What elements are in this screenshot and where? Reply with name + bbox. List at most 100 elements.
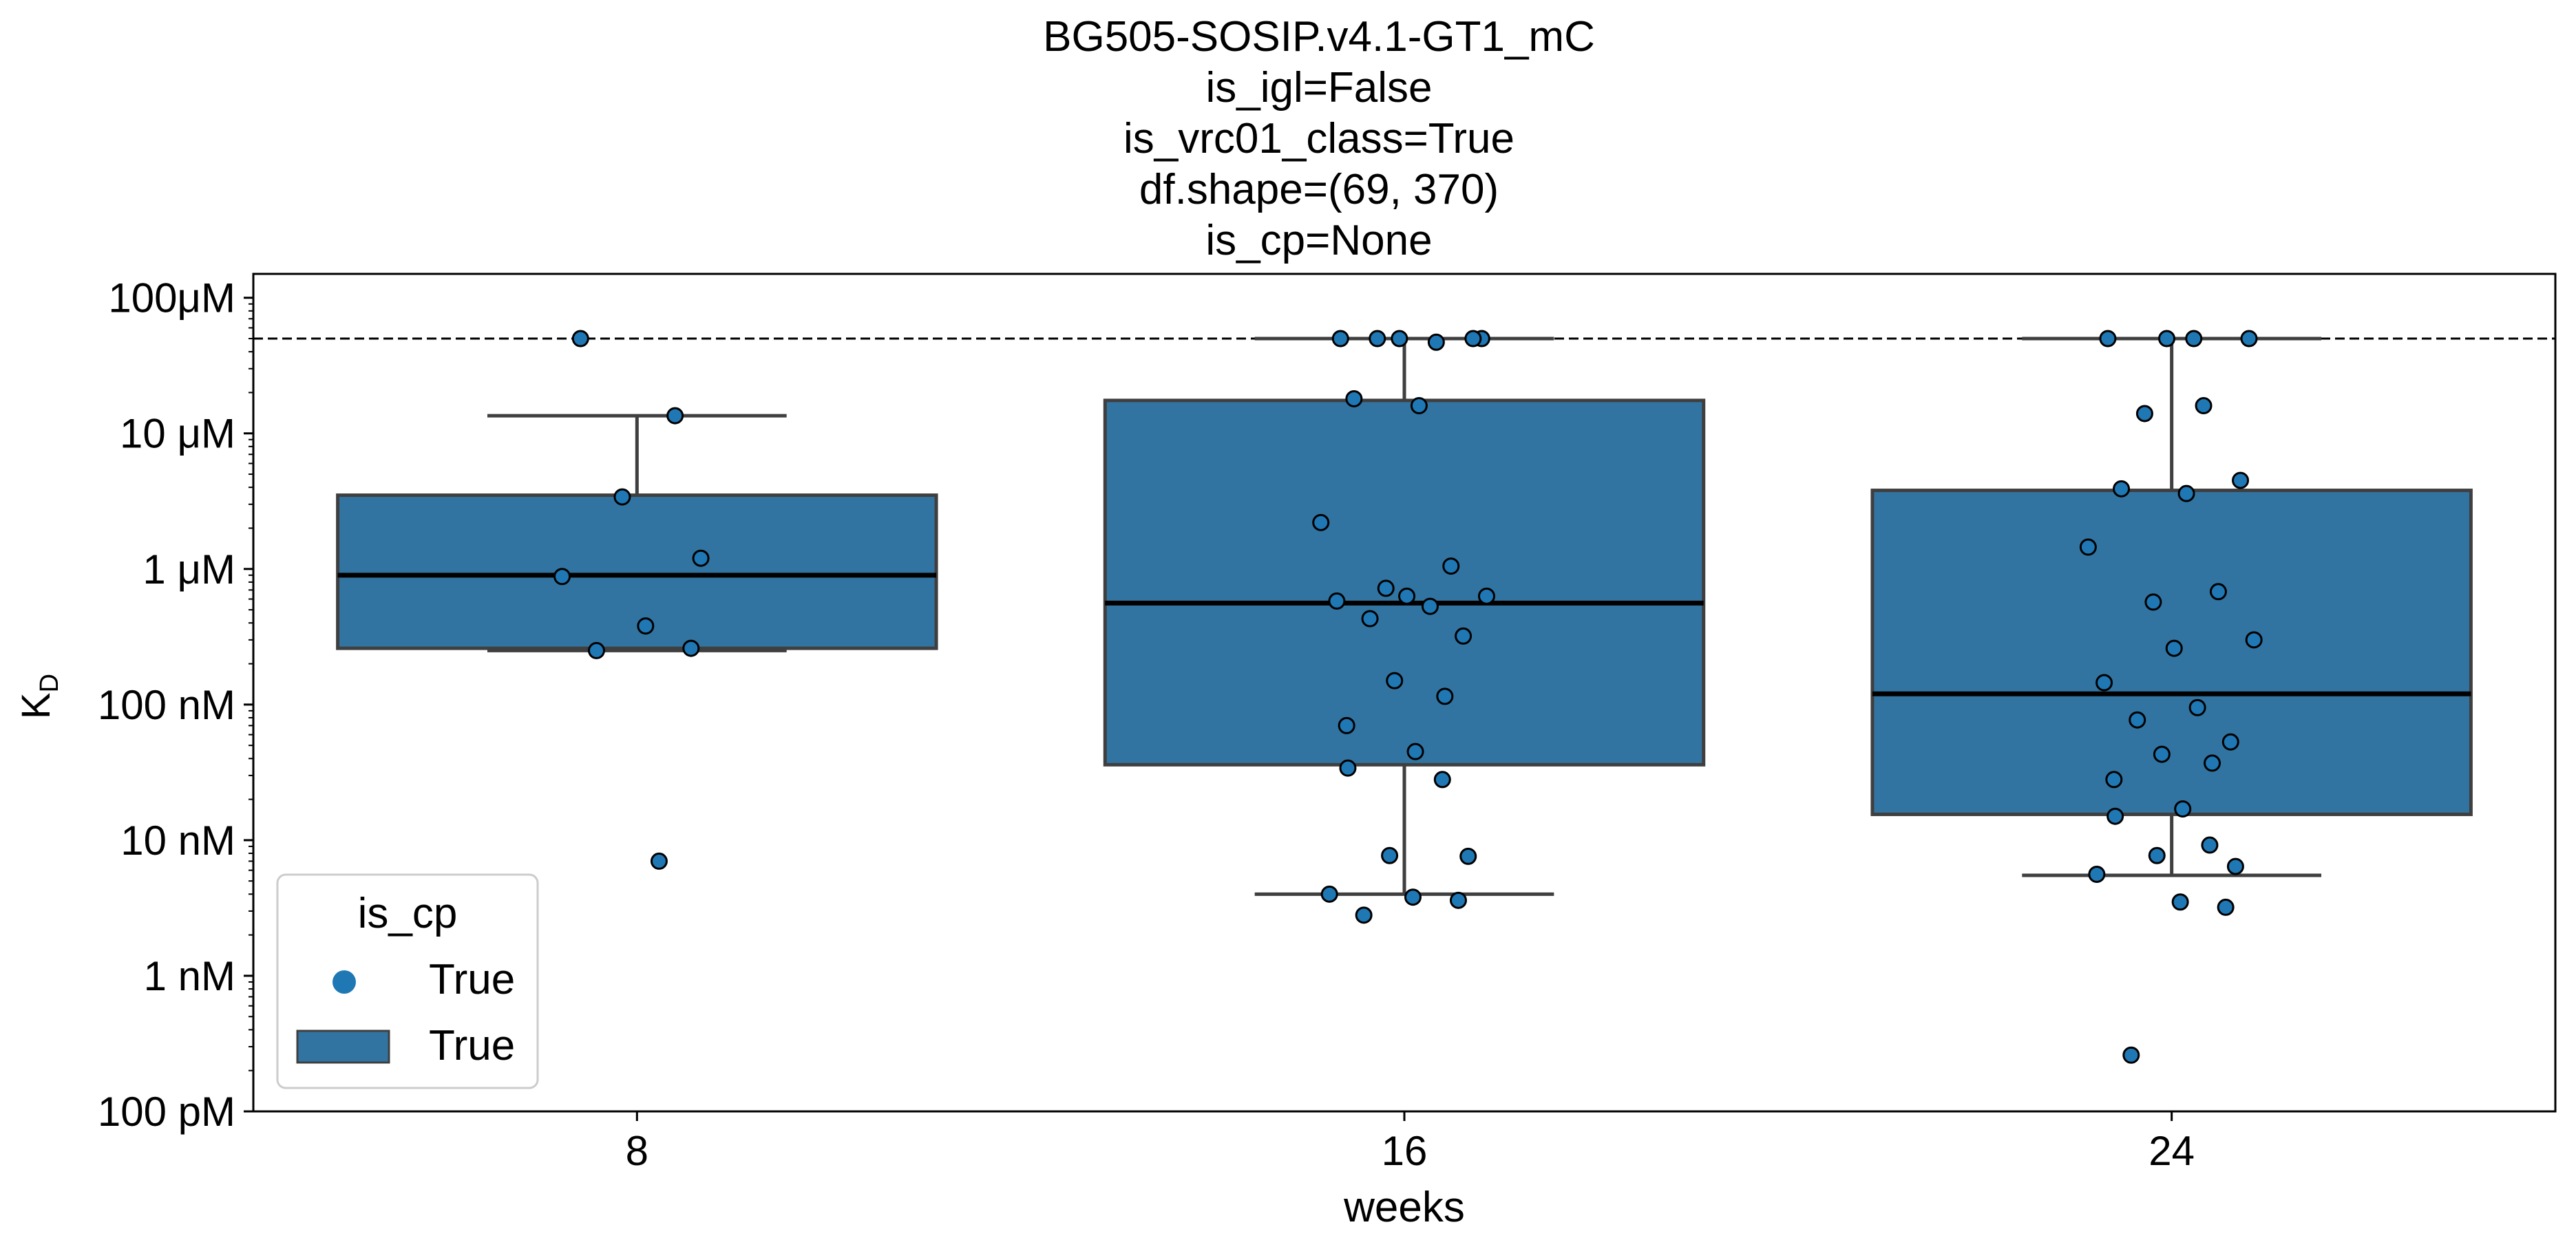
data-point bbox=[650, 852, 668, 870]
data-point bbox=[2144, 593, 2162, 611]
y-tick-label: 100μM bbox=[108, 275, 235, 321]
data-point bbox=[1406, 743, 1424, 760]
data-point bbox=[2201, 836, 2219, 854]
data-point bbox=[2226, 857, 2244, 875]
data-point bbox=[1369, 330, 1386, 348]
data-point bbox=[1404, 888, 1422, 906]
data-point bbox=[2129, 711, 2146, 729]
data-point bbox=[2185, 330, 2203, 348]
data-point bbox=[2195, 397, 2213, 415]
data-point bbox=[2148, 846, 2166, 864]
y-tick-label: 100 nM bbox=[98, 682, 235, 728]
x-tick-label: 24 bbox=[2149, 1128, 2195, 1174]
y-tick-label: 10 μM bbox=[120, 411, 235, 457]
y-tick-label: 1 nM bbox=[144, 953, 235, 999]
data-point bbox=[666, 407, 684, 425]
data-point bbox=[1455, 627, 1472, 645]
data-point bbox=[1339, 759, 1357, 777]
data-point bbox=[1361, 610, 1379, 628]
data-point bbox=[1377, 579, 1395, 597]
data-point bbox=[1320, 885, 1338, 903]
y-axis-label: K bbox=[14, 692, 59, 719]
data-point bbox=[2174, 800, 2192, 818]
data-point bbox=[637, 617, 655, 635]
data-point bbox=[682, 639, 700, 657]
data-point bbox=[1449, 891, 1467, 909]
data-point bbox=[1381, 846, 1399, 864]
data-point bbox=[1459, 847, 1477, 865]
y-axis-title: KD bbox=[14, 674, 64, 719]
points-week-8 bbox=[553, 330, 710, 870]
y-tick-label: 100 pM bbox=[98, 1089, 235, 1135]
data-point bbox=[2232, 471, 2250, 489]
data-point bbox=[1355, 906, 1373, 924]
legend-box-label: True bbox=[429, 1022, 515, 1069]
y-axis-label-subscript: D bbox=[35, 674, 64, 692]
data-point bbox=[2088, 866, 2106, 884]
legend-title: is_cp bbox=[358, 890, 458, 937]
data-point bbox=[571, 330, 589, 348]
data-point bbox=[1331, 330, 1349, 348]
data-point bbox=[2171, 893, 2189, 911]
data-point bbox=[2221, 733, 2239, 751]
data-point bbox=[613, 488, 631, 506]
data-point bbox=[2188, 698, 2206, 716]
data-point bbox=[2107, 807, 2124, 825]
box-week-8 bbox=[336, 414, 938, 652]
data-point bbox=[2095, 674, 2113, 692]
data-point bbox=[1427, 333, 1445, 351]
data-point bbox=[2209, 583, 2227, 601]
data-point bbox=[2113, 480, 2131, 498]
data-point bbox=[2122, 1046, 2140, 1064]
data-point bbox=[1436, 687, 1454, 705]
data-point bbox=[1398, 587, 1416, 605]
legend-point-label: True bbox=[429, 956, 515, 1003]
svg-text:KD: KD bbox=[14, 674, 64, 719]
data-point bbox=[1386, 672, 1404, 690]
legend-point-marker bbox=[332, 970, 356, 994]
points-week-16 bbox=[1312, 330, 1495, 924]
data-point bbox=[1338, 716, 1355, 734]
data-point bbox=[1442, 557, 1460, 575]
data-point bbox=[2153, 745, 2171, 763]
legend: is_cp True True bbox=[276, 873, 539, 1089]
data-point bbox=[1421, 597, 1439, 615]
y-tick-label: 1 μM bbox=[142, 546, 235, 593]
box-iqr bbox=[336, 493, 938, 650]
points-week-24 bbox=[2079, 330, 2263, 1064]
data-point bbox=[2245, 631, 2263, 649]
data-point bbox=[2135, 405, 2153, 423]
x-tick-label: 16 bbox=[1382, 1128, 1428, 1174]
y-tick-label: 10 nM bbox=[120, 818, 235, 864]
data-point bbox=[2079, 538, 2097, 556]
data-point bbox=[1410, 397, 1428, 415]
data-point bbox=[692, 549, 710, 567]
data-point bbox=[2158, 330, 2176, 348]
box-iqr bbox=[1103, 398, 1706, 767]
data-point bbox=[1464, 330, 1482, 348]
data-point bbox=[2217, 898, 2235, 916]
data-point bbox=[1345, 389, 1363, 407]
title-line-4: df.shape=(69, 370) bbox=[1139, 166, 1499, 213]
title-line-1: BG505-SOSIP.v4.1-GT1_mC bbox=[1043, 13, 1595, 61]
data-point bbox=[2165, 639, 2183, 657]
data-point bbox=[1328, 592, 1346, 610]
data-point bbox=[2240, 330, 2258, 348]
data-point bbox=[2177, 484, 2195, 502]
data-point bbox=[553, 568, 571, 586]
x-axis-title: weeks bbox=[1343, 1184, 1465, 1231]
chart-title: BG505-SOSIP.v4.1-GT1_mC is_igl=False is_… bbox=[1043, 13, 1595, 264]
data-point bbox=[587, 641, 605, 659]
plot-area: 100 pM 1 nM 10 nM 100 nM 1 μM 10 μM 100μM 8 16 24 bbox=[98, 273, 2557, 1174]
title-line-5: is_cp=None bbox=[1205, 217, 1432, 264]
data-point bbox=[2204, 754, 2221, 772]
data-point bbox=[1391, 330, 1408, 348]
title-line-2: is_igl=False bbox=[1205, 64, 1432, 111]
legend-box-marker bbox=[296, 1029, 390, 1064]
data-point bbox=[2099, 330, 2117, 348]
x-tick-label: 8 bbox=[626, 1128, 648, 1174]
data-point bbox=[1477, 587, 1495, 605]
data-point bbox=[1312, 513, 1330, 531]
data-point bbox=[2105, 771, 2123, 789]
